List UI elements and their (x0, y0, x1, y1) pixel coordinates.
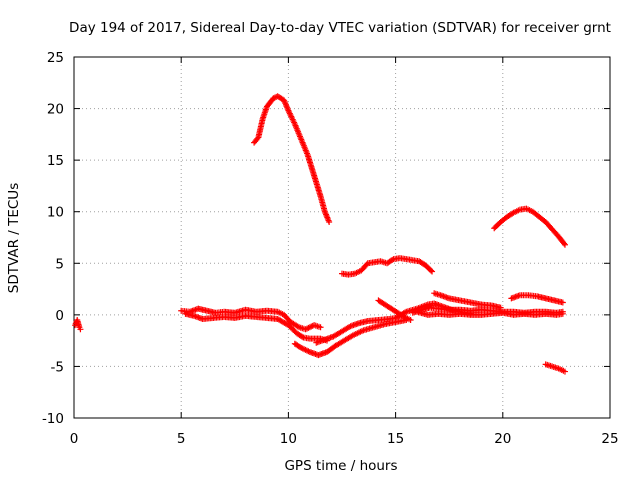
data-points (72, 93, 568, 374)
y-axis-label: SDTVAR / TECUs (6, 183, 22, 293)
plot-frame (74, 57, 610, 418)
x-tick-label: 20 (494, 431, 511, 447)
y-tick-label: 15 (47, 153, 64, 169)
x-axis-label: GPS time / hours (284, 458, 397, 474)
data-point (560, 299, 566, 305)
x-tick-label: 0 (70, 431, 79, 447)
y-tick-label: 10 (47, 205, 64, 221)
x-tick-label: 5 (177, 431, 186, 447)
y-tick-label: -5 (51, 359, 64, 375)
y-tick-label: 20 (47, 102, 64, 118)
chart-title: Day 194 of 2017, Sidereal Day-to-day VTE… (69, 20, 611, 36)
series-trace-10 (508, 292, 565, 305)
series-trace-12 (339, 255, 435, 278)
axes (74, 57, 610, 418)
chart: 0 5 10 15 20 25 -10 -5 0 5 10 15 20 25 Day 194 of 201… (0, 0, 640, 480)
y-tick-label: -10 (42, 411, 64, 427)
x-tick-label: 15 (387, 431, 404, 447)
y-tick-label: 5 (55, 256, 64, 272)
tick-labels: 0 5 10 15 20 25 -10 -5 0 5 10 15 20 25 (42, 50, 619, 447)
x-tick-label: 25 (601, 431, 618, 447)
series-trace-11 (251, 93, 332, 225)
y-tick-label: 0 (55, 308, 64, 324)
series-trace-14 (543, 361, 568, 374)
y-tick-label: 25 (47, 50, 64, 66)
grid-lines (74, 57, 610, 418)
x-tick-label: 10 (280, 431, 297, 447)
